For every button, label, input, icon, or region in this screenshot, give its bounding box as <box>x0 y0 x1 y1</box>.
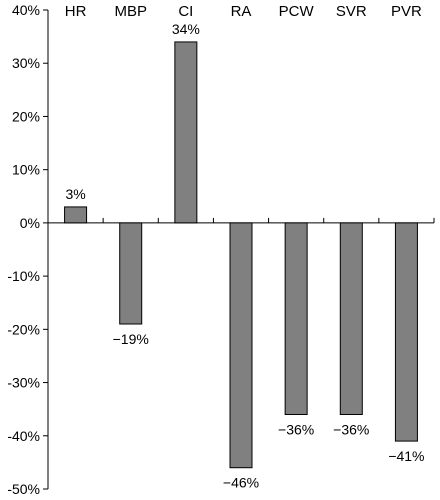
bar-pcw <box>284 222 308 415</box>
bars <box>64 41 418 469</box>
data-label-ra: −46% <box>223 475 259 491</box>
y-tick-label: 0% <box>20 215 40 231</box>
bar-hr <box>64 206 88 224</box>
y-tick-label: 20% <box>12 108 40 124</box>
category-label-pcw: PCW <box>279 3 315 20</box>
y-tick-label: -10% <box>7 268 40 284</box>
y-tick-label: -20% <box>7 321 40 337</box>
bar-ci <box>174 41 198 224</box>
bar-ra <box>229 222 253 469</box>
category-label-mbp: MBP <box>114 3 147 20</box>
bar-mbp <box>119 222 143 325</box>
axes: 40% 30% 20% 10% 0% -10% -20% -30% -40% -50% <box>7 2 435 497</box>
y-tick-label: 40% <box>12 2 40 18</box>
y-tick-label: 30% <box>12 55 40 71</box>
data-label-svr: −36% <box>333 421 369 437</box>
data-label-pvr: −41% <box>388 448 424 464</box>
bar-svr <box>339 222 363 415</box>
y-tick-label: -40% <box>7 428 40 444</box>
data-label-hr: 3% <box>65 186 85 202</box>
category-label-ra: RA <box>231 3 252 20</box>
y-tick-label: -50% <box>7 481 40 497</box>
y-tick-label: 10% <box>12 162 40 178</box>
data-label-mbp: −19% <box>113 331 149 347</box>
data-label-ci: 34% <box>172 21 200 37</box>
category-label-pvr: PVR <box>391 3 422 20</box>
data-label-pcw: −36% <box>278 421 314 437</box>
category-label-hr: HR <box>65 3 87 20</box>
category-label-ci: CI <box>178 3 193 20</box>
y-tick-label: -30% <box>7 375 40 391</box>
bar-pvr <box>394 222 418 442</box>
category-label-svr: SVR <box>336 3 367 20</box>
